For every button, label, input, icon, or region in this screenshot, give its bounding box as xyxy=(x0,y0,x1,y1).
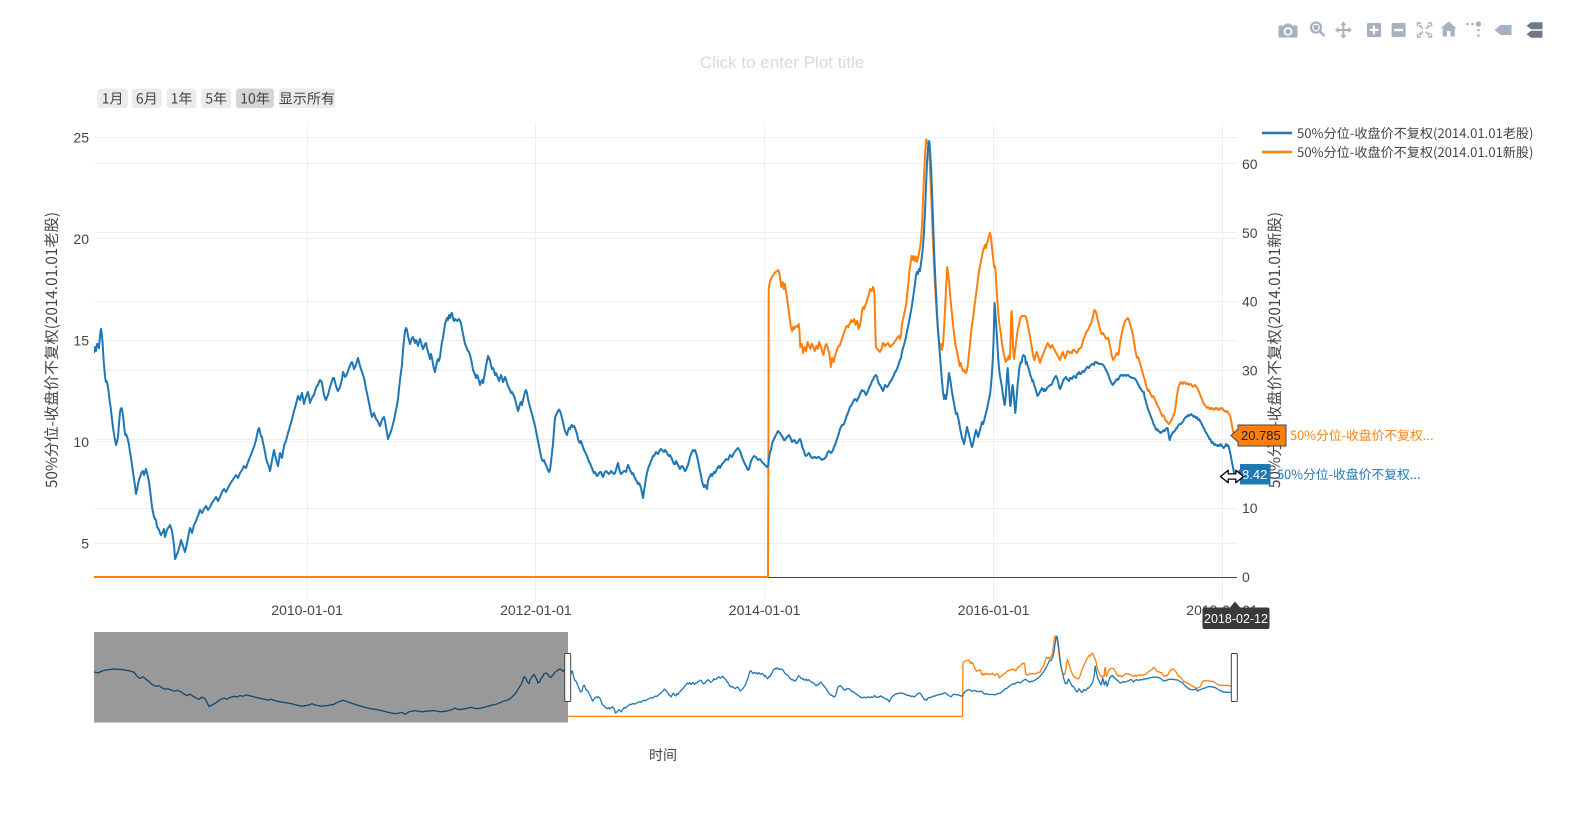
svg-text:10: 10 xyxy=(1242,500,1258,516)
svg-text:25: 25 xyxy=(73,129,89,145)
svg-text:20.785: 20.785 xyxy=(1241,428,1281,443)
svg-text:2010-01-01: 2010-01-01 xyxy=(271,602,343,618)
svg-text:2016-01-01: 2016-01-01 xyxy=(958,602,1030,618)
svg-text:2012-01-01: 2012-01-01 xyxy=(500,602,572,618)
svg-text:2018-02-12: 2018-02-12 xyxy=(1204,612,1268,626)
svg-text:15: 15 xyxy=(73,332,89,348)
svg-text:60: 60 xyxy=(1242,156,1258,172)
svg-text:50: 50 xyxy=(1242,225,1258,241)
svg-text:30: 30 xyxy=(1242,363,1258,379)
svg-text:20: 20 xyxy=(73,231,89,247)
svg-text:5: 5 xyxy=(81,535,89,551)
svg-text:Click to enter Plot title: Click to enter Plot title xyxy=(700,53,864,72)
svg-text:0: 0 xyxy=(1242,569,1250,585)
svg-text:8.42: 8.42 xyxy=(1242,467,1267,482)
svg-text:40: 40 xyxy=(1242,294,1258,310)
svg-text:2014-01-01: 2014-01-01 xyxy=(729,602,801,618)
svg-text:10: 10 xyxy=(73,434,89,450)
